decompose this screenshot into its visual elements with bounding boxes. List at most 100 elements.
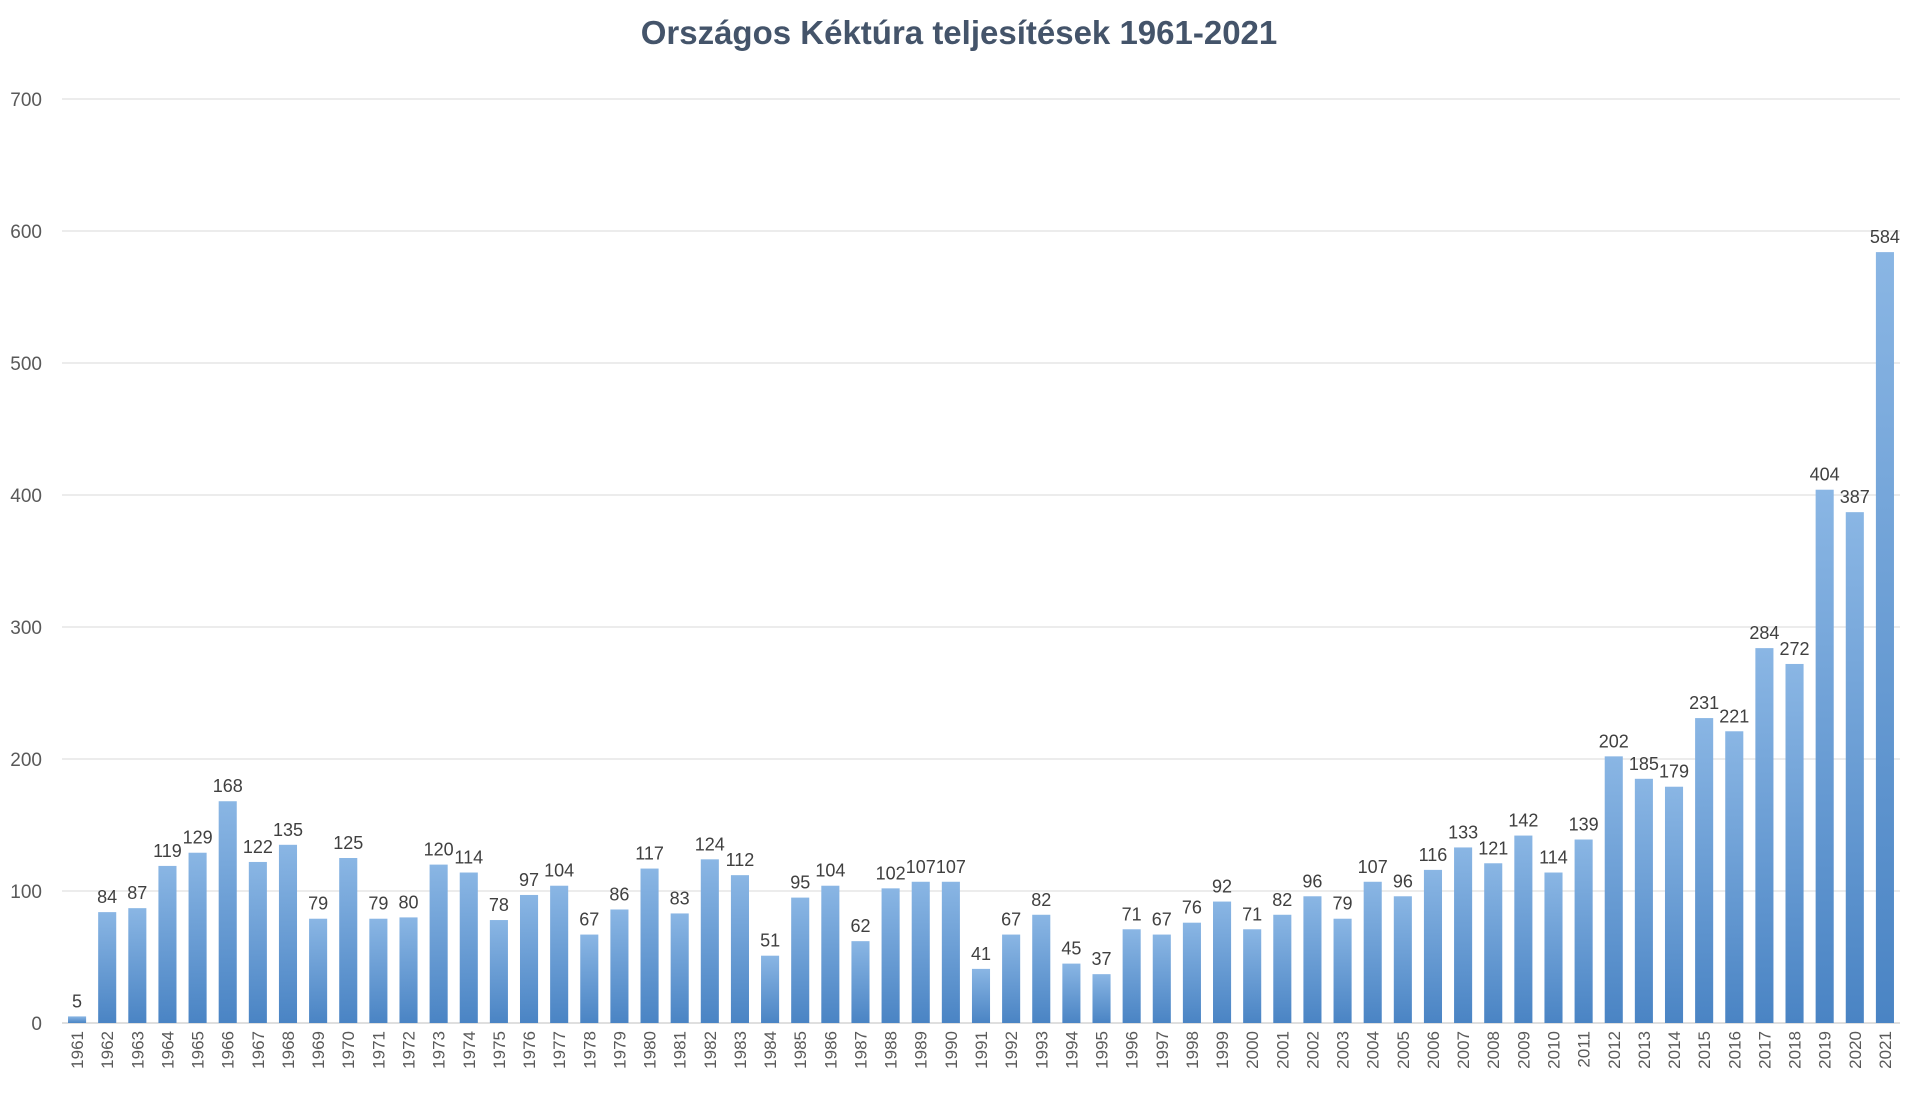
x-tick-label: 2005 xyxy=(1394,1031,1413,1069)
data-label-1963: 87 xyxy=(127,883,147,903)
bar-2004 xyxy=(1363,881,1382,1023)
x-tick-label: 1987 xyxy=(851,1031,870,1069)
bar-1995 xyxy=(1092,974,1111,1023)
bar-1980 xyxy=(640,868,659,1023)
bar-2010 xyxy=(1544,872,1563,1023)
data-label-2007: 133 xyxy=(1448,822,1478,842)
bar-2007 xyxy=(1454,847,1473,1023)
bar-1991 xyxy=(971,968,991,1023)
x-tick-label: 1984 xyxy=(761,1031,780,1069)
bar-2008 xyxy=(1484,863,1503,1023)
x-tick-label: 2011 xyxy=(1575,1031,1594,1068)
x-tick-label: 1972 xyxy=(400,1031,419,1069)
data-label-2014: 179 xyxy=(1659,762,1689,782)
x-tick-label: 2003 xyxy=(1334,1031,1353,1069)
bar-1981 xyxy=(670,913,689,1023)
bar-1973 xyxy=(429,864,448,1023)
bar-1974 xyxy=(459,872,478,1023)
bar-1961 xyxy=(68,1016,87,1023)
data-label-1988: 102 xyxy=(876,863,906,883)
x-tick-label: 2012 xyxy=(1605,1031,1624,1069)
x-tick-label: 2004 xyxy=(1364,1031,1383,1069)
y-tick-label: 0 xyxy=(31,1014,42,1035)
x-tick-label: 1978 xyxy=(580,1031,599,1069)
bar-1964 xyxy=(158,865,177,1023)
x-tick-label: 1979 xyxy=(610,1031,629,1069)
bar-2005 xyxy=(1393,896,1412,1023)
x-tick-label: 1966 xyxy=(219,1031,238,1069)
x-tick-label: 1976 xyxy=(520,1031,539,1069)
bar-1994 xyxy=(1062,963,1081,1023)
bar-1982 xyxy=(700,859,719,1023)
bar-2009 xyxy=(1514,835,1533,1023)
x-tick-label: 1982 xyxy=(701,1031,720,1069)
data-label-2009: 142 xyxy=(1508,811,1538,831)
bar-2019 xyxy=(1815,489,1834,1024)
bar-1966 xyxy=(218,801,237,1023)
data-label-2021: 584 xyxy=(1870,227,1900,247)
bar-2020 xyxy=(1845,512,1864,1023)
x-tick-label: 1971 xyxy=(369,1031,388,1069)
data-label-1975: 78 xyxy=(489,895,509,915)
x-tick-label: 1988 xyxy=(882,1031,901,1069)
data-label-1964: 119 xyxy=(153,841,182,861)
bar-1989 xyxy=(911,881,930,1023)
data-label-1962: 84 xyxy=(97,887,117,907)
data-label-2006: 116 xyxy=(1419,845,1448,865)
bar-1968 xyxy=(278,844,298,1023)
x-tick-label: 2020 xyxy=(1846,1031,1865,1069)
bar-2011 xyxy=(1574,839,1593,1023)
data-label-1994: 45 xyxy=(1061,939,1081,959)
x-tick-label: 2000 xyxy=(1243,1031,1262,1069)
x-tick-label: 1991 xyxy=(972,1031,991,1069)
data-label-2002: 96 xyxy=(1302,871,1322,891)
x-tick-label: 2013 xyxy=(1635,1031,1654,1069)
data-label-1979: 86 xyxy=(609,884,629,904)
x-tick-label: 2001 xyxy=(1273,1031,1292,1069)
data-label-2017: 284 xyxy=(1749,623,1779,643)
x-tick-label: 2008 xyxy=(1484,1031,1503,1069)
data-label-1998: 76 xyxy=(1182,898,1202,918)
x-tick-label: 1975 xyxy=(490,1031,509,1069)
x-tick-label: 1997 xyxy=(1153,1031,1172,1069)
bar-2017 xyxy=(1755,648,1774,1023)
data-label-1977: 104 xyxy=(544,861,574,881)
data-label-2005: 96 xyxy=(1393,871,1413,891)
data-label-1971: 79 xyxy=(368,894,388,914)
x-tick-label: 1985 xyxy=(791,1031,810,1069)
data-label-1993: 82 xyxy=(1031,890,1051,910)
data-label-2001: 82 xyxy=(1272,890,1292,910)
data-label-1981: 83 xyxy=(670,888,690,908)
bar-1987 xyxy=(851,941,870,1023)
data-label-1967: 122 xyxy=(243,837,273,857)
bar-2021 xyxy=(1875,252,1894,1023)
data-label-1992: 67 xyxy=(1001,910,1021,930)
bar-2000 xyxy=(1243,929,1262,1023)
data-label-1986: 104 xyxy=(815,861,845,881)
x-tick-label: 1983 xyxy=(731,1031,750,1069)
bar-1967 xyxy=(248,861,267,1023)
data-label-1982: 124 xyxy=(695,834,725,854)
data-label-1990: 107 xyxy=(936,857,966,877)
data-label-1989: 107 xyxy=(906,857,936,877)
bars xyxy=(68,252,1894,1024)
y-axis-ticks: 0 100 200 300 400 500 600 700 xyxy=(10,90,42,1035)
x-tick-label: 2019 xyxy=(1816,1031,1835,1069)
data-label-1968: 135 xyxy=(273,820,303,840)
data-label-1999: 92 xyxy=(1212,877,1232,897)
data-label-2012: 202 xyxy=(1599,731,1629,751)
bar-1963 xyxy=(128,908,147,1023)
data-label-1972: 80 xyxy=(398,892,418,912)
x-tick-label: 1968 xyxy=(279,1031,298,1069)
x-tick-label: 1964 xyxy=(158,1031,177,1069)
data-label-1984: 51 xyxy=(760,931,780,951)
y-tick-label: 600 xyxy=(10,222,42,243)
bar-1985 xyxy=(791,897,810,1023)
data-label-1985: 95 xyxy=(790,873,810,893)
data-label-2011: 139 xyxy=(1569,815,1599,835)
x-tick-label: 1989 xyxy=(912,1031,931,1069)
bar-1993 xyxy=(1032,914,1051,1023)
bar-2003 xyxy=(1333,918,1352,1023)
